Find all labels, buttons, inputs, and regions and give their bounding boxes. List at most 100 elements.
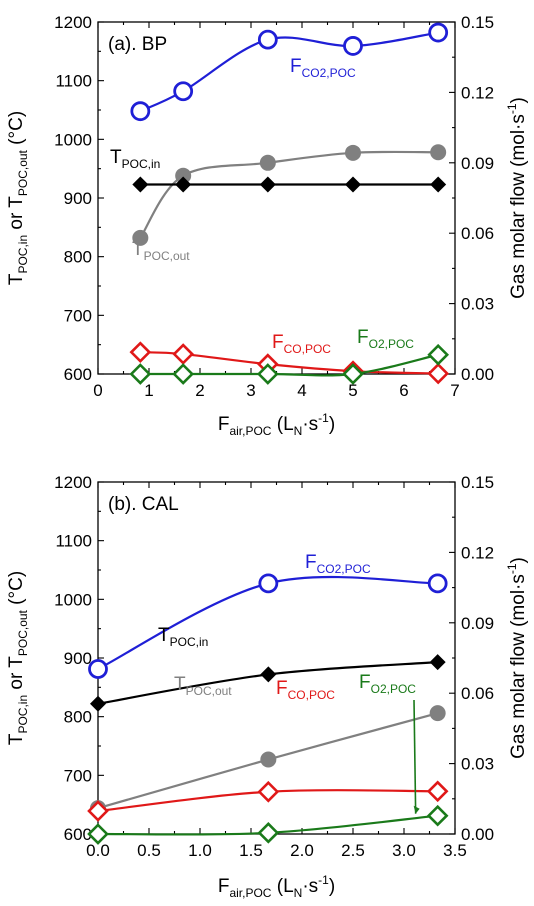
data-point <box>257 821 280 844</box>
y-right-axis-label: Gas molar flow (mol·s-1) <box>505 557 529 759</box>
y-left-tick-label: 700 <box>64 766 92 785</box>
data-point <box>427 343 450 366</box>
data-point <box>260 666 277 683</box>
data-point <box>342 363 364 385</box>
data-point <box>130 101 151 122</box>
data-point <box>345 144 361 161</box>
y-right-tick-label: 0.03 <box>461 755 494 774</box>
series-line <box>139 150 439 239</box>
x-tick-label: 2.0 <box>290 841 314 860</box>
y-left-tick-label: 600 <box>64 825 92 844</box>
y-right-tick-label: 0.00 <box>461 825 494 844</box>
panel-title: (b). CAL <box>108 494 179 515</box>
x-tick-label: 7 <box>450 381 459 400</box>
series-label: FCO,POC <box>276 678 335 702</box>
series-f-o2-poc: FO2,POC <box>129 327 450 385</box>
data-point <box>88 659 108 679</box>
x-tick-label: 3 <box>246 381 255 400</box>
y-right-tick-label: 0.09 <box>461 154 494 173</box>
data-point <box>172 363 195 385</box>
data-point <box>129 363 152 385</box>
x-tick-label: 3.0 <box>392 841 416 860</box>
annotation-arrow <box>413 699 417 814</box>
series-f-co-poc: FCO,POC <box>87 678 449 822</box>
chart-panel-cal: 0.0 0.5 1.0 1.5 2.0 2.5 3.0 3.5 600 700 800 900 1000… <box>6 473 529 900</box>
series-f-o2-poc: FO2,POC <box>87 672 449 845</box>
x-tick-label: 6 <box>399 381 408 400</box>
y-left-tick-label: 1200 <box>54 13 92 32</box>
y-left-tick-label: 900 <box>64 189 92 208</box>
series-t-poc-out: TPOC,out <box>132 144 447 263</box>
y-right-tick-label: 0.09 <box>461 614 494 633</box>
series-label: FO2,POC <box>357 327 414 351</box>
data-point <box>132 229 149 246</box>
x-tick-label: 0 <box>93 381 102 400</box>
y-left-tick-label: 1100 <box>55 72 92 91</box>
data-point <box>258 573 279 594</box>
x-tick-label: 1.5 <box>239 841 263 860</box>
series-label: TPOC,out <box>132 239 190 263</box>
data-point <box>426 780 449 803</box>
series-label: FCO2,POC <box>290 56 356 80</box>
series-label: TPOC,in <box>110 147 160 171</box>
x-tick-label: 0.5 <box>137 841 161 860</box>
x-tick-label: 3.5 <box>443 841 467 860</box>
y-right-tick-label: 0.03 <box>461 295 494 314</box>
y-right-tick-label: 0.00 <box>461 365 494 384</box>
x-tick-label: 1 <box>144 381 153 400</box>
series-t-poc-in: TPOC,in <box>90 625 446 712</box>
data-point <box>428 22 449 43</box>
y-right-tick-label: 0.12 <box>461 543 494 562</box>
series-t-poc-in: TPOC,in <box>110 147 447 193</box>
series-label: FO2,POC <box>359 672 416 696</box>
data-point <box>430 176 447 193</box>
series-label: FCO2,POC <box>305 552 371 576</box>
plot-frame <box>97 481 456 835</box>
x-tick-label: 0.0 <box>86 841 110 860</box>
data-point <box>259 176 276 193</box>
series-f-co2-poc: FCO2,POC <box>130 22 449 122</box>
x-tick-label: 1.0 <box>188 841 212 860</box>
data-point <box>129 341 152 364</box>
data-point <box>132 176 149 193</box>
series-label: FCO,POC <box>272 332 331 356</box>
y-left-axis-label: TPOC,in or TPOC,out (°C) <box>6 571 30 745</box>
y-left-tick-label: 1000 <box>54 130 92 149</box>
data-point <box>175 176 192 193</box>
data-point <box>343 36 363 56</box>
y-left-tick-label: 1200 <box>54 473 92 492</box>
series-label: TPOC,in <box>158 625 208 649</box>
x-axis-label: Fair,POC (LN·s-1) <box>218 873 335 900</box>
y-right-tick-label: 0.15 <box>461 473 494 492</box>
data-point <box>345 176 361 193</box>
chart-panel-bp: 0 1 2 3 4 5 6 7 600 700 800 900 1000 1100 1200 0.00 0.03… <box>6 13 529 438</box>
data-point <box>260 751 277 768</box>
y-left-tick-label: 1000 <box>54 590 92 609</box>
data-point <box>257 29 278 50</box>
x-tick-label: 5 <box>348 381 357 400</box>
data-point <box>429 705 446 722</box>
data-point <box>87 800 109 822</box>
x-tick-label: 4 <box>297 381 306 400</box>
data-point <box>173 81 194 102</box>
data-point <box>172 343 195 365</box>
x-axis-label: Fair,POC (LN·s-1) <box>218 411 335 438</box>
data-point <box>259 154 276 171</box>
plot-frame <box>97 21 456 375</box>
y-right-tick-label: 0.06 <box>461 684 494 703</box>
panel-title: (a). BP <box>108 34 167 55</box>
data-point <box>257 780 280 803</box>
y-left-tick-label: 900 <box>64 649 92 668</box>
annotation-arrowhead <box>413 805 420 814</box>
data-point <box>256 363 279 385</box>
y-left-tick-label: 700 <box>64 306 92 325</box>
y-left-tick-label: 800 <box>64 708 92 727</box>
data-point <box>427 362 450 385</box>
data-point <box>430 144 447 161</box>
y-right-axis-label: Gas molar flow (mol·s-1) <box>505 97 529 299</box>
data-point <box>90 695 106 712</box>
data-point <box>427 573 448 594</box>
x-tick-label: 2 <box>195 381 204 400</box>
y-left-tick-label: 800 <box>64 248 92 267</box>
